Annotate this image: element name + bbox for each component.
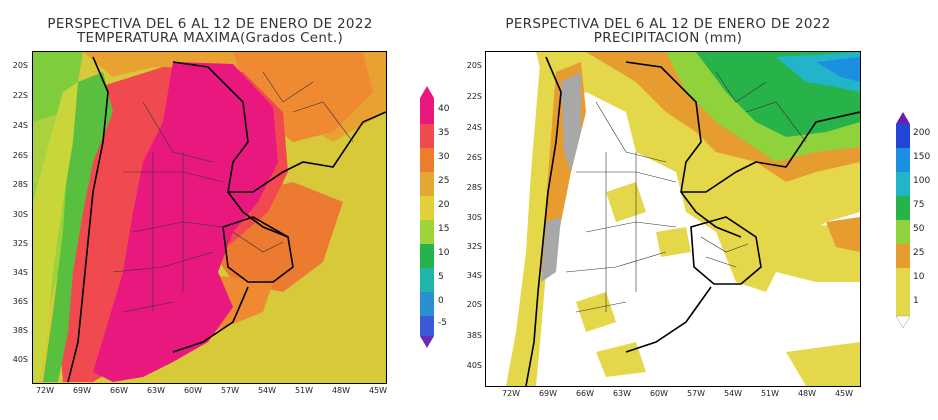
left-lon-label: 51W [294, 386, 314, 395]
left-lon-label: 60W [183, 386, 203, 395]
temp-colorbar-label: 20 [438, 200, 450, 210]
right-lon-label: 57W [686, 389, 706, 398]
left-lat-label: 36S [12, 297, 28, 306]
left-lat-label: 32S [12, 239, 28, 248]
precip-colorbar-label: 100 [913, 176, 931, 186]
left-lon-label: 63W [146, 386, 166, 395]
left-lat-label: 38S [12, 326, 28, 335]
temperature-map [32, 51, 387, 384]
left-lat-label: 34S [12, 268, 28, 277]
right-lat-label: 20S [466, 300, 482, 309]
left-title-line1: PERSPECTIVA DEL 6 AL 12 DE ENERO DE 2022 [47, 16, 373, 32]
right-lat-label: 24S [466, 123, 482, 132]
temperature-colorbar [420, 86, 434, 348]
right-lat-label: 28S [466, 183, 482, 192]
right-title-line1: PERSPECTIVA DEL 6 AL 12 DE ENERO DE 2022 [505, 16, 831, 32]
precipitation-colorbar [896, 112, 910, 328]
left-lon-label: 69W [72, 386, 92, 395]
precipitation-map [485, 51, 861, 387]
right-lon-label: 69W [538, 389, 558, 398]
left-lat-label: 40S [12, 355, 28, 364]
right-title-line2: PRECIPITACION (mm) [593, 30, 743, 46]
precip-colorbar-label: 75 [913, 200, 925, 210]
precip-colorbar-label: 200 [913, 128, 931, 138]
right-lat-label: 26S [466, 153, 482, 162]
precip-colorbar-label: 1 [913, 296, 919, 306]
temp-colorbar-label: 15 [438, 224, 450, 234]
left-lon-label: 48W [331, 386, 351, 395]
left-lat-label: 24S [12, 121, 28, 130]
right-lat-label: 20S [466, 61, 482, 70]
precip-colorbar-label: 150 [913, 152, 931, 162]
temp-colorbar-label: 10 [438, 248, 450, 258]
right-lon-label: 60W [649, 389, 669, 398]
right-lat-label: 38S [466, 331, 482, 340]
temp-colorbar-label: 30 [438, 152, 450, 162]
left-lon-label: 57W [220, 386, 240, 395]
right-lon-label: 48W [797, 389, 817, 398]
temp-colorbar-label: -5 [438, 318, 447, 328]
right-lon-label: 66W [575, 389, 595, 398]
left-lon-label: 72W [35, 386, 55, 395]
left-lon-label: 45W [368, 386, 388, 395]
right-lat-label: 30S [466, 213, 482, 222]
left-lat-label: 20S [12, 61, 28, 70]
temp-colorbar-label: 5 [438, 272, 444, 282]
precip-colorbar-label: 25 [913, 248, 925, 258]
temp-colorbar-label: 25 [438, 176, 450, 186]
right-lon-label: 72W [501, 389, 521, 398]
right-lon-label: 45W [834, 389, 854, 398]
left-lat-label: 28S [12, 180, 28, 189]
right-lon-label: 54W [723, 389, 743, 398]
right-lat-label: 22S [466, 92, 482, 101]
left-lat-label: 30S [12, 210, 28, 219]
left-lat-label: 22S [12, 91, 28, 100]
left-lon-label: 54W [257, 386, 277, 395]
precip-colorbar-label: 50 [913, 224, 925, 234]
right-lon-label: 63W [612, 389, 632, 398]
right-lon-label: 51W [760, 389, 780, 398]
precip-colorbar-label: 10 [913, 272, 925, 282]
temp-colorbar-label: 40 [438, 104, 450, 114]
left-title-line2: TEMPERATURA MAXIMA(Grados Cent.) [76, 30, 344, 46]
left-lon-label: 66W [109, 386, 129, 395]
right-lat-label: 34S [466, 271, 482, 280]
temp-colorbar-label: 35 [438, 128, 450, 138]
temp-colorbar-label: 0 [438, 296, 444, 306]
left-lat-label: 26S [12, 151, 28, 160]
right-lat-label: 40S [466, 361, 482, 370]
right-lat-label: 32S [466, 242, 482, 251]
